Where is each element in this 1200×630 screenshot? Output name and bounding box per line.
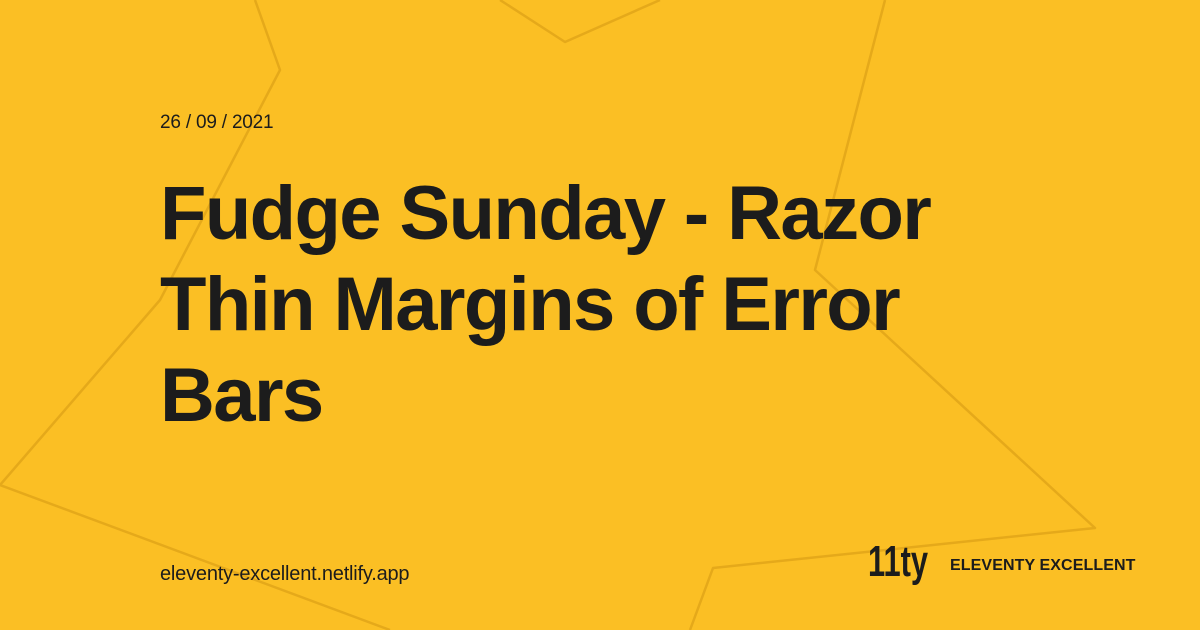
brand-block: 11ty ELEVENTY EXCELLENT [868,532,1136,588]
site-url: eleventy-excellent.netlify.app [160,563,410,585]
svg-text:11ty: 11ty [868,537,928,586]
post-date: 26 / 09 / 2021 [160,112,274,133]
eleventy-logo-icon: 11ty [868,537,928,586]
brand-name: ELEVENTY EXCELLENT [950,557,1136,574]
post-title: Fudge Sunday - Razor Thin Margins of Err… [160,171,932,438]
